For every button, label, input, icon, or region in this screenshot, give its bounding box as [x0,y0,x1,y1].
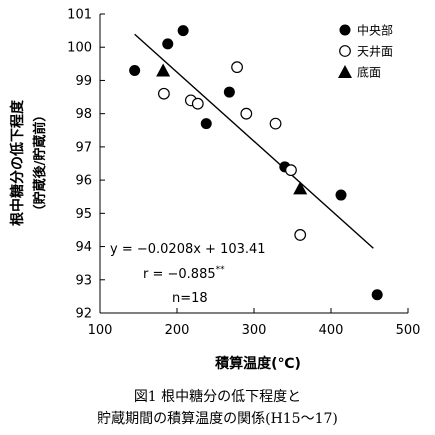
sample-size-label: n=18 [172,291,208,306]
data-point [231,61,243,74]
regression-line [134,33,374,249]
y-tick-label: 92 [75,307,92,322]
y-tick-label: 100 [67,41,92,56]
correlation-text: r = −0.885 [143,267,216,282]
regression-line-segment [134,33,374,249]
y-tick-label: 94 [75,240,92,255]
x-tick-label: 400 [319,323,344,338]
legend-marker [338,65,352,78]
data-point [162,38,174,50]
data-points [129,25,383,301]
y-tick-label: 99 [75,74,92,89]
figure-caption-line1: 図1 根中糖分の低下程度と [133,389,302,405]
legend-marker [339,24,351,36]
data-point [129,64,141,76]
data-point [293,181,308,195]
data-point [156,63,171,77]
data-point [240,107,253,120]
legend-label: 中央部 [357,23,393,38]
y-tick-label: 97 [75,140,92,155]
x-tick-label: 100 [88,323,113,338]
y-axis-title: 根中糖分の低下程度 [9,99,26,226]
y-tick-label: 96 [75,174,92,189]
y-tick-label: 95 [75,207,92,222]
data-point [294,229,307,241]
axes [99,13,409,314]
figure-caption-line2: 貯蔵期間の積算温度の関係(H15～17) [97,411,338,427]
data-point [371,289,383,301]
data-point [191,97,204,110]
scatter-chart: 92 93 94 95 96 97 98 99 100 101 100 200 300 400 500 中央… [9,8,420,373]
x-tick-label: 300 [242,323,267,338]
y-axis-subtitle: （貯蔵後/貯蔵前） [32,109,48,218]
data-point [335,189,347,201]
data-point [223,86,235,98]
correlation-label: r = −0.885** [143,265,225,282]
significance-mark: ** [216,265,226,275]
data-point [285,164,297,177]
x-tick-label: 500 [396,323,421,338]
y-tick-label: 101 [67,8,92,23]
data-point [158,87,170,100]
y-tick-label: 93 [75,273,92,288]
equation-label: y = −0.0208x + 103.41 [110,242,266,257]
data-point [177,25,189,37]
legend-marker [339,45,351,57]
legend-label: 天井面 [357,45,393,59]
data-point [269,117,282,130]
legend-label: 底面 [357,65,381,80]
tick-labels: 92 93 94 95 96 97 98 99 100 101 100 200 300 400 500 [67,8,420,339]
x-tick-label: 200 [165,323,190,338]
y-tick-label: 98 [75,107,92,122]
x-axis-title: 積算温度(℃) [214,355,301,372]
data-point [200,118,212,130]
